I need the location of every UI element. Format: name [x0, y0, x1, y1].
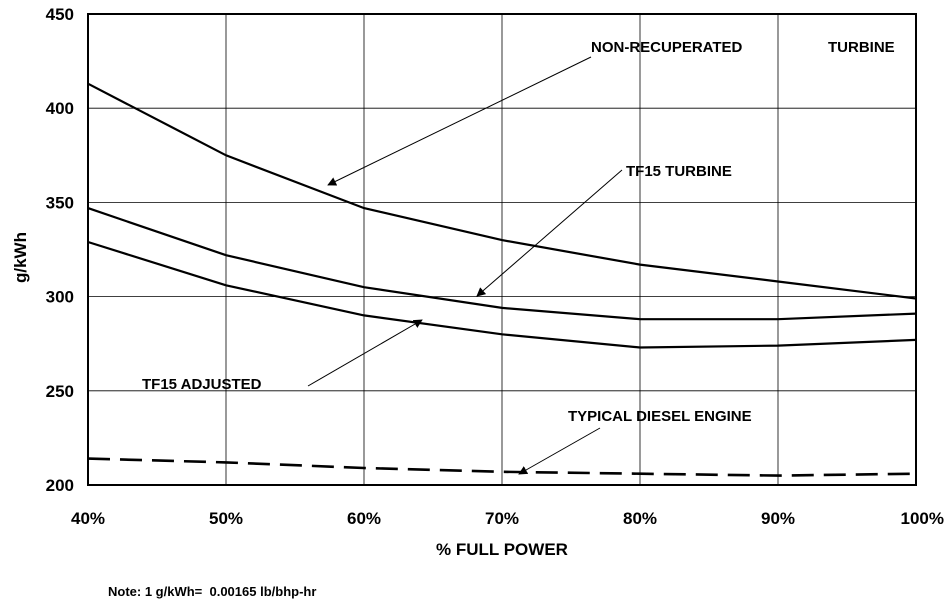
x-tick-label: 60%: [347, 509, 381, 528]
x-tick-label: 40%: [71, 509, 105, 528]
x-tick-label: 100%: [901, 509, 944, 528]
annotation-arrow: [327, 56, 592, 186]
y-axis-title: g/kWh: [11, 232, 30, 283]
x-tick-labels: 40% 50% 60% 70% 80% 90% 100%: [71, 509, 944, 528]
annotation-non-recuperated: NON-RECUPERATED: [591, 39, 743, 56]
y-tick-label: 350: [46, 193, 74, 212]
y-tick-label: 450: [46, 5, 74, 24]
series-line-1: [87, 207, 917, 321]
y-tick-label: 200: [46, 476, 74, 495]
y-tick-label: 400: [46, 99, 74, 118]
x-axis-title: % FULL POWER: [436, 540, 568, 559]
x-tick-label: 50%: [209, 509, 243, 528]
y-tick-label: 300: [46, 288, 74, 307]
x-tick-label: 70%: [485, 509, 519, 528]
annotation-arrows: [307, 56, 623, 475]
annotations: NON-RECUPERATED TURBINE TF15 TURBINE TF1…: [142, 39, 895, 425]
series-line-3: [87, 457, 917, 477]
series-line-0: [87, 82, 917, 300]
y-tick-labels: 200 250 300 350 400 450: [46, 5, 74, 495]
annotation-typical-diesel-engine: TYPICAL DIESEL ENGINE: [568, 408, 752, 425]
conversion-note: Note: 1 g/kWh= 0.00165 lb/bhp-hr: [108, 584, 317, 599]
annotation-arrow: [307, 319, 423, 387]
x-tick-label: 90%: [761, 509, 795, 528]
series-lines: [87, 82, 917, 477]
chart: 200 250 300 350 400 450 40% 50% 60% 70% 80% 90% 100…: [11, 5, 944, 559]
annotation-tf15-adjusted: TF15 ADJUSTED: [142, 376, 262, 393]
annotation-turbine: TURBINE: [828, 39, 895, 56]
y-tick-label: 250: [46, 382, 74, 401]
annotation-arrow: [518, 427, 601, 475]
x-tick-label: 80%: [623, 509, 657, 528]
series-line-2: [87, 240, 917, 349]
annotation-arrow: [476, 169, 623, 297]
plot-frame: [87, 13, 917, 486]
annotation-tf15-turbine: TF15 TURBINE: [626, 163, 732, 180]
